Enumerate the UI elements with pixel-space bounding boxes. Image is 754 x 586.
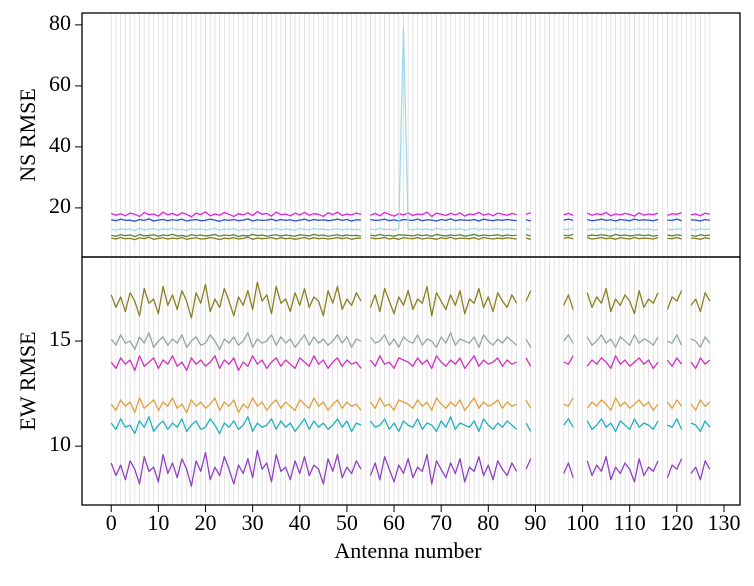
- x-tick-label: 90: [524, 510, 546, 535]
- x-axis-label: Antenna number: [334, 538, 482, 563]
- plot-frame: [81, 256, 741, 506]
- x-tick-label: 50: [336, 510, 358, 535]
- x-tick-label: 80: [477, 510, 499, 535]
- series-line: [111, 233, 710, 238]
- series-line: [111, 26, 710, 232]
- y-axis-label: EW RMSE: [15, 331, 40, 430]
- y-tick-label: 15: [49, 326, 71, 351]
- x-tick-label: 40: [289, 510, 311, 535]
- series-line: [110, 210, 710, 218]
- x-tick-label: 70: [430, 510, 452, 535]
- series-line: [110, 449, 711, 487]
- x-tick-label: 120: [660, 510, 693, 535]
- series-line: [111, 236, 710, 241]
- series-line: [111, 218, 710, 222]
- series-line: [110, 281, 711, 319]
- y-axis-label: NS RMSE: [15, 88, 40, 182]
- y-tick-label: 10: [49, 431, 71, 456]
- x-tick-label: 100: [566, 510, 599, 535]
- series-line: [110, 355, 711, 372]
- x-tick-label: 10: [147, 510, 169, 535]
- y-tick-label: 40: [49, 132, 71, 157]
- x-tick-label: 0: [106, 510, 117, 535]
- y-tick-label: 20: [49, 193, 71, 218]
- x-tick-label: 110: [614, 510, 646, 535]
- y-tick-label: 80: [49, 10, 71, 35]
- x-tick-label: 60: [383, 510, 405, 535]
- x-tick-label: 130: [707, 510, 740, 535]
- x-tick-label: 20: [194, 510, 216, 535]
- x-tick-label: 30: [242, 510, 264, 535]
- series-line: [110, 332, 711, 351]
- series-line: [110, 397, 711, 414]
- y-tick-label: 60: [49, 71, 71, 96]
- series-line: [110, 416, 711, 435]
